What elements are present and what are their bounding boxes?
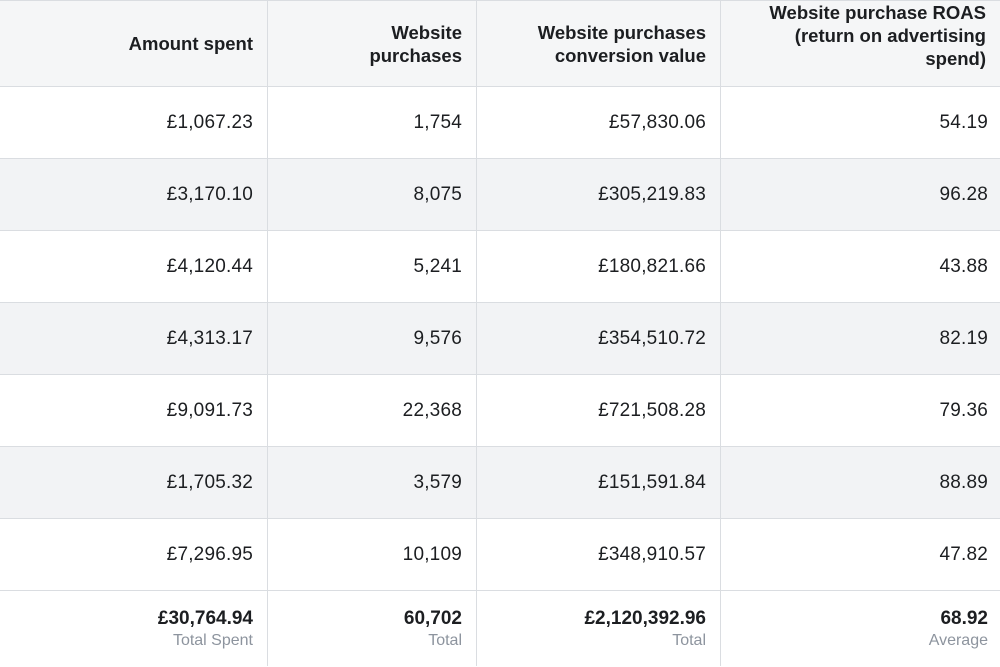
total-value: 68.92 [940, 607, 988, 629]
column-header-conversion-value[interactable]: Website purchases conversion value [477, 1, 721, 87]
column-header-amount-spent[interactable]: Amount spent [0, 1, 268, 87]
amount-spent-cell: £7,296.95 [0, 519, 268, 591]
website-purchases-cell: 8,075 [268, 159, 477, 231]
conversion-value-cell: £721,508.28 [477, 375, 721, 447]
website-purchases-cell: 5,241 [268, 231, 477, 303]
roas-cell: 43.88 [721, 231, 1000, 303]
total-caption: Total [428, 631, 462, 649]
website-purchases-cell: 22,368 [268, 375, 477, 447]
website-purchases-cell: 1,754 [268, 87, 477, 159]
conversion-value-cell: £180,821.66 [477, 231, 721, 303]
amount-spent-cell: £3,170.10 [0, 159, 268, 231]
amount-spent-cell: £4,120.44 [0, 231, 268, 303]
website-purchases-cell: 3,579 [268, 447, 477, 519]
total-value: £30,764.94 [157, 607, 253, 629]
column-header-website-purchases[interactable]: Website purchases [268, 1, 477, 87]
total-website-purchases: 60,702 Total [268, 591, 477, 666]
total-amount-spent: £30,764.94 Total Spent [0, 591, 268, 666]
amount-spent-cell: £1,705.32 [0, 447, 268, 519]
conversion-value-cell: £151,591.84 [477, 447, 721, 519]
amount-spent-cell: £1,067.23 [0, 87, 268, 159]
roas-cell: 54.19 [721, 87, 1000, 159]
total-caption: Total [672, 631, 706, 649]
total-caption: Total Spent [172, 631, 253, 649]
total-value: 60,702 [403, 607, 462, 629]
website-purchases-cell: 10,109 [268, 519, 477, 591]
average-roas: 68.92 Average [721, 591, 1000, 666]
roas-cell: 96.28 [721, 159, 1000, 231]
total-conversion-value: £2,120,392.96 Total [477, 591, 721, 666]
total-caption: Average [928, 631, 988, 649]
website-purchases-cell: 9,576 [268, 303, 477, 375]
column-header-roas[interactable]: Website purchase ROAS (return on adverti… [721, 1, 1000, 87]
conversion-value-cell: £305,219.83 [477, 159, 721, 231]
roas-cell: 79.36 [721, 375, 1000, 447]
amount-spent-cell: £4,313.17 [0, 303, 268, 375]
roas-cell: 82.19 [721, 303, 1000, 375]
conversion-value-cell: £57,830.06 [477, 87, 721, 159]
conversion-value-cell: £354,510.72 [477, 303, 721, 375]
conversion-value-cell: £348,910.57 [477, 519, 721, 591]
roas-cell: 88.89 [721, 447, 1000, 519]
roas-cell: 47.82 [721, 519, 1000, 591]
total-value: £2,120,392.96 [584, 607, 706, 629]
amount-spent-cell: £9,091.73 [0, 375, 268, 447]
